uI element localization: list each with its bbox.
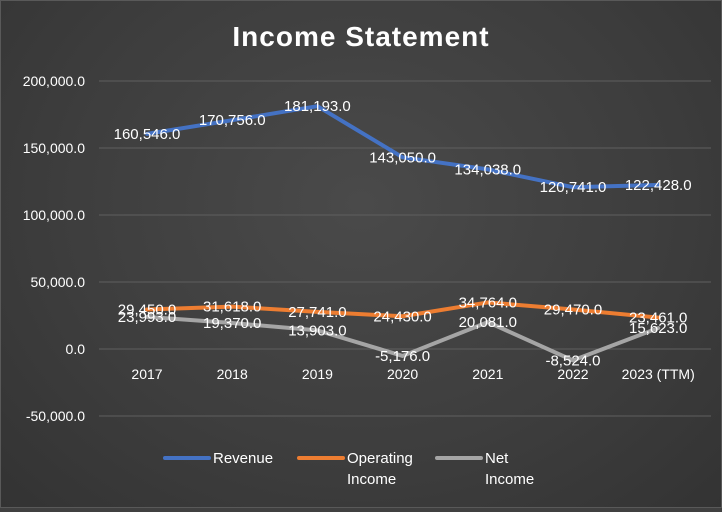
data-label: 31,618.0 <box>203 299 261 316</box>
data-point <box>487 321 489 323</box>
data-point <box>146 316 148 318</box>
data-point <box>657 327 659 329</box>
data-label: 122,428.0 <box>625 177 692 194</box>
data-point <box>402 156 404 158</box>
y-tick-label: 100,000.0 <box>23 207 85 223</box>
x-tick-label: 2022 <box>557 366 588 382</box>
data-point <box>231 119 233 121</box>
data-point <box>402 355 404 357</box>
y-tick-label: 200,000.0 <box>23 73 85 89</box>
data-label: 29,450.0 <box>118 302 176 319</box>
data-label: 34,764.0 <box>459 294 517 311</box>
data-label: 134,038.0 <box>454 161 521 178</box>
data-point <box>316 329 318 331</box>
data-point <box>146 309 148 311</box>
legend-label: Net Income <box>485 450 534 488</box>
data-point <box>657 317 659 319</box>
y-tick-label: 50,000.0 <box>31 274 86 290</box>
data-point <box>572 186 574 188</box>
data-label: 27,741.0 <box>288 304 346 321</box>
y-tick-label: -50,000.0 <box>26 408 85 424</box>
data-label: 181,193.0 <box>284 98 351 115</box>
x-tick-label: 2018 <box>217 366 248 382</box>
data-label: 143,050.0 <box>369 149 436 166</box>
x-tick-label: 2019 <box>302 366 333 382</box>
x-tick-label: 2023 (TTM) <box>622 366 695 382</box>
data-point <box>487 301 489 303</box>
x-tick-label: 2021 <box>472 366 503 382</box>
data-label: 29,470.0 <box>544 302 602 319</box>
data-point <box>146 133 148 135</box>
legend-label: Revenue <box>213 450 273 467</box>
data-label: 24,430.0 <box>373 308 431 325</box>
data-label: -8,524.0 <box>545 352 600 369</box>
x-tick-label: 2020 <box>387 366 418 382</box>
data-label: 15,623.0 <box>629 320 687 337</box>
data-label: 23,461.0 <box>629 310 687 327</box>
data-point <box>657 184 659 186</box>
data-label: 120,741.0 <box>540 179 607 196</box>
data-point <box>572 309 574 311</box>
y-tick-label: 0.0 <box>66 341 86 357</box>
data-label: 170,756.0 <box>199 112 266 129</box>
data-label: 13,903.0 <box>288 322 346 339</box>
data-point <box>316 311 318 313</box>
data-point <box>487 168 489 170</box>
x-tick-label: 2017 <box>131 366 162 382</box>
data-point <box>402 315 404 317</box>
data-point <box>572 359 574 361</box>
data-point <box>231 306 233 308</box>
data-label: 23,993.0 <box>118 309 176 326</box>
data-point <box>231 322 233 324</box>
data-label: -5,176.0 <box>375 348 430 365</box>
data-label: 19,370.0 <box>203 315 261 332</box>
data-point <box>316 105 318 107</box>
data-label: 20,081.0 <box>459 314 517 331</box>
chart-title: Income Statement <box>232 21 489 52</box>
y-tick-label: 150,000.0 <box>23 140 85 156</box>
legend-label: Operating Income <box>347 450 413 488</box>
data-label: 160,546.0 <box>114 126 181 143</box>
